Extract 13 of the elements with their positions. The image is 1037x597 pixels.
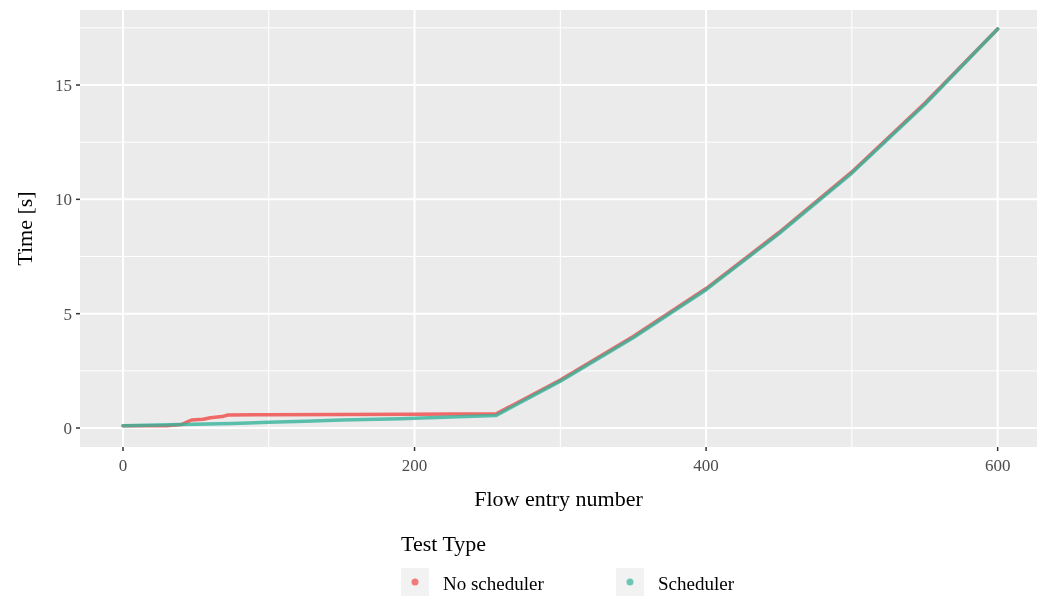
x-tick-label: 400 (693, 456, 719, 475)
x-tick-label: 0 (118, 456, 128, 475)
y-tick-label: 5 (63, 304, 72, 324)
x-axis-title: Flow entry number (474, 486, 644, 511)
y-axis-title: Time [s] (12, 191, 37, 266)
x-tick-label: 600 (984, 456, 1011, 475)
legend-title: Test Type (401, 531, 487, 556)
legend-label: No scheduler (443, 573, 545, 594)
legend-label: Scheduler (658, 573, 735, 594)
x-tick-label: 200 (401, 456, 428, 475)
y-tick-label: 15 (55, 75, 72, 95)
y-tick-label: 0 (63, 418, 72, 438)
y-tick-label: 10 (55, 190, 72, 210)
